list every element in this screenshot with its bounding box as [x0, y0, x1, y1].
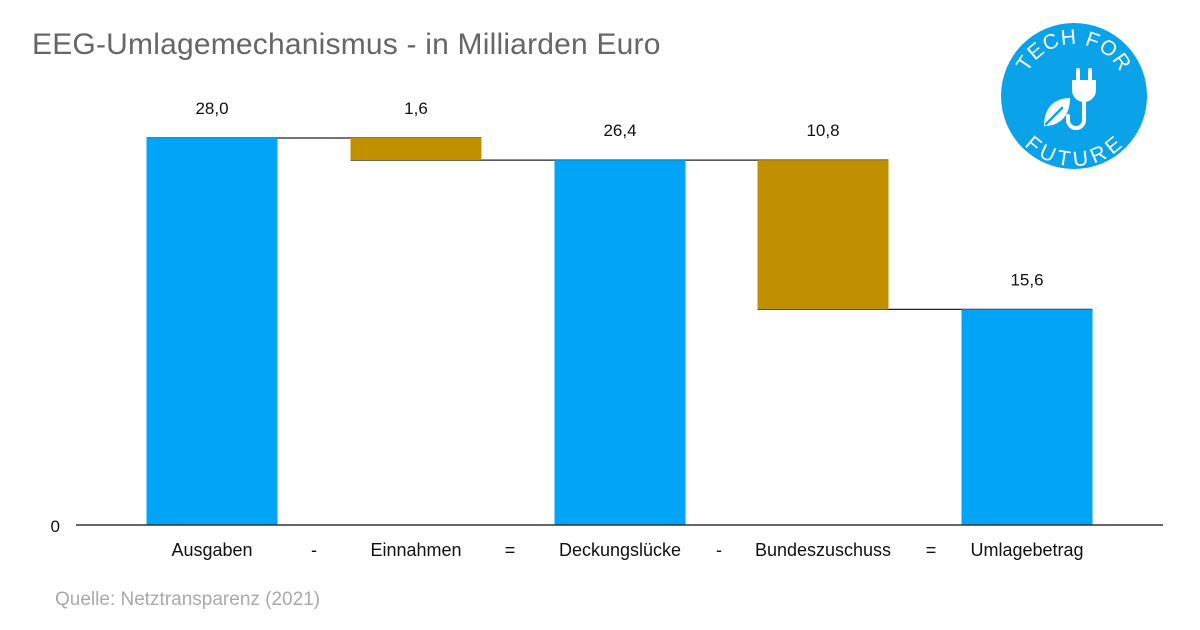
category-label: Ausgaben	[171, 540, 252, 560]
bar-deckungsl-cke	[554, 160, 686, 525]
operator-label: -	[716, 540, 722, 560]
category-label: Deckungslücke	[559, 540, 681, 560]
operator-label: =	[926, 540, 937, 560]
leaf-icon	[1044, 98, 1070, 126]
chart-title: EEG-Umlagemechanismus - in Milliarden Eu…	[32, 28, 661, 61]
value-label: 28,0	[195, 99, 228, 118]
operator-label: =	[505, 540, 516, 560]
y-tick-label: 0	[51, 517, 60, 536]
category-label: Einnahmen	[370, 540, 461, 560]
bar-einnahmen	[350, 138, 482, 161]
source-note: Quelle: Netztransparenz (2021)	[55, 589, 321, 610]
operator-label: -	[311, 540, 317, 560]
plug-icon	[1066, 68, 1096, 130]
bar-umlagebetrag	[961, 309, 1093, 525]
bar-bundeszuschuss	[757, 160, 889, 310]
value-label: 26,4	[603, 121, 636, 140]
category-label: Bundeszuschuss	[755, 540, 891, 560]
category-label: Umlagebetrag	[970, 540, 1083, 560]
tech-for-future-logo: TECH FOR FUTURE	[1001, 23, 1147, 170]
bar-ausgaben	[146, 138, 278, 525]
value-label: 15,6	[1010, 270, 1043, 289]
value-label: 1,6	[404, 99, 428, 118]
value-label: 10,8	[806, 121, 839, 140]
